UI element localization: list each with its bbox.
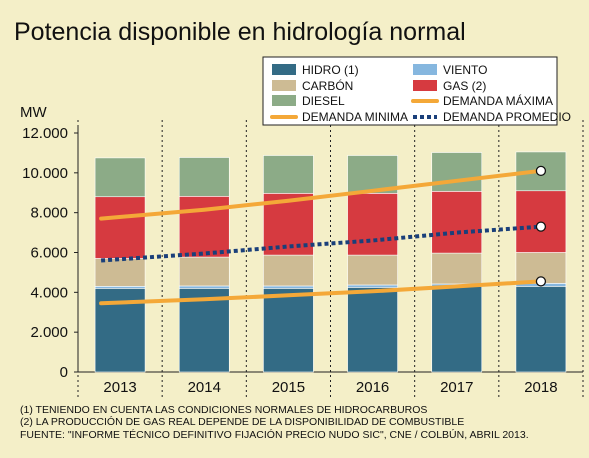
bar-hidro	[515, 286, 567, 373]
y-tick-label: 0	[60, 364, 68, 381]
bar-gas	[347, 193, 398, 256]
bar-carbon	[94, 258, 146, 287]
y-tick-label: 12.000	[22, 125, 68, 142]
legend-swatch-gas	[413, 80, 437, 91]
footnote-1: (1) TENIENDO EN CUENTA LAS CONDICIONES N…	[20, 404, 427, 416]
y-tick-label: 2.000	[30, 324, 68, 341]
y-tick-label: 8.000	[30, 205, 68, 222]
bar-hidro	[178, 288, 230, 373]
x-tick-label: 2014	[188, 379, 221, 396]
x-tick-label: 2017	[440, 379, 473, 396]
bar-carbon	[178, 256, 230, 287]
legend-label-demanda_promedio: DEMANDA PROMEDIO	[443, 110, 571, 124]
x-tick-label: 2018	[524, 379, 557, 396]
y-tick-label: 10.000	[22, 165, 68, 182]
x-tick-label: 2016	[356, 379, 389, 396]
y-tick-label: 4.000	[30, 284, 68, 301]
endpoint-marker	[535, 165, 547, 176]
bar-diesel	[431, 152, 483, 192]
bar-carbon	[263, 254, 314, 287]
legend-swatch-carbon	[272, 80, 296, 91]
line-demanda_promedio	[100, 224, 542, 263]
legend-label-demanda_maxima: DEMANDA MÁXIMA	[443, 93, 553, 108]
footnotes: (1) TENIENDO EN CUENTA LAS CONDICIONES N…	[20, 404, 529, 441]
x-tick-label: 2015	[272, 379, 305, 396]
endpoint-marker	[535, 276, 547, 287]
y-axis-label: MW	[20, 104, 47, 121]
bar-hidro	[347, 287, 398, 373]
line-demanda_minima	[99, 279, 543, 306]
legend-label-gas: GAS (2)	[443, 79, 486, 93]
bar-carbon	[431, 252, 483, 285]
endpoint-marker	[535, 221, 547, 232]
legend-box	[262, 56, 558, 126]
y-tick-label: 6.000	[30, 245, 68, 262]
bar-viento	[263, 285, 314, 289]
legend-label-viento: VIENTO	[443, 63, 487, 77]
bar-diesel	[178, 157, 230, 197]
bar-gas	[178, 196, 230, 258]
legend-label-hidro: HIDRO (1)	[302, 63, 359, 77]
x-tick-label: 2013	[103, 379, 136, 396]
legend-label-diesel: DIESEL	[302, 94, 345, 108]
bar-diesel	[263, 155, 314, 194]
plot-area: 0 2.000 4.000 6.000 8.000 10.000 12.000 2013 201…	[22, 120, 584, 400]
chart-title: Potencia disponible en hidrología normal	[14, 18, 466, 46]
bar-gas	[431, 191, 483, 254]
legend-label-demanda_minima: DEMANDA MINIMA	[302, 110, 408, 124]
bar-viento	[178, 285, 230, 289]
footnote-source: FUENTE: "INFORME TÉCNICO DEFINITIVO FIJA…	[20, 428, 529, 441]
legend-swatch-viento	[413, 64, 437, 75]
legend-swatch-hidro	[272, 64, 296, 75]
bar-diesel	[94, 157, 146, 198]
legend: HIDRO (1) VIENTO CARBÓN GAS (2) DIESEL DEMAND…	[262, 56, 571, 126]
bar-hidro	[263, 288, 314, 373]
bar-hidro	[431, 286, 483, 373]
footnote-2: (2) LA PRODUCCIÓN DE GAS REAL DEPENDE DE…	[20, 415, 464, 428]
bar-carbon	[347, 254, 398, 286]
legend-label-carbon: CARBÓN	[302, 78, 353, 93]
bar-gas	[94, 196, 146, 259]
legend-swatch-diesel	[272, 95, 296, 106]
line-demanda_maxima	[99, 168, 543, 221]
bar-viento	[347, 284, 398, 288]
